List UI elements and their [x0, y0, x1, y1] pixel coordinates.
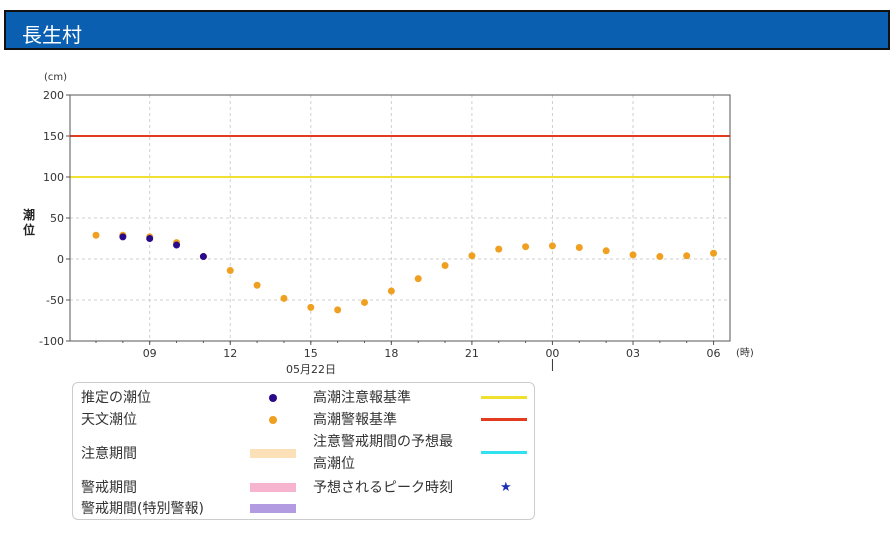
astronomical-tide-point	[307, 303, 315, 311]
x-tick-label: 21	[465, 347, 479, 360]
y-tick-label: 50	[50, 212, 64, 225]
legend-warning-symbol	[481, 418, 527, 421]
legend-special-warning-period-symbol	[250, 504, 296, 513]
y-tick-label: 0	[57, 253, 64, 266]
astronomical-tide-point	[548, 242, 556, 250]
legend-warning-period-label: 警戒期間	[81, 480, 137, 496]
y-tick-label: 100	[43, 171, 64, 184]
legend-special-warning-period-label: 警戒期間(特別警報)	[81, 501, 204, 517]
data-points	[92, 231, 718, 314]
legend-warning-period-symbol	[250, 483, 296, 492]
legend-caution-period-label: 注意期間	[81, 446, 137, 462]
y-tick-label: 150	[43, 130, 64, 143]
page-title: 長生村	[22, 23, 82, 47]
legend-advisory-symbol	[481, 396, 527, 399]
x-tick-label: 00	[545, 347, 559, 360]
astronomical-tide-point	[683, 252, 691, 260]
estimated-tide-point	[199, 253, 207, 261]
date-label: 05月22日	[286, 363, 336, 376]
astronomical-tide-point	[361, 298, 368, 306]
tide-chart: -100 -50 0 50 100 150 200 09 12 15 18 21 00 03 06 (cm)…	[23, 72, 754, 376]
astronomical-tide-point	[575, 244, 583, 252]
y-axis-label-char: 潮	[23, 207, 35, 222]
astronomical-tide-point	[280, 294, 288, 302]
legend-astronomical-symbol	[269, 416, 277, 424]
legend-max-forecast-label-1: 注意警戒期間の予想最	[313, 434, 453, 450]
legend-peak-time-label: 予想されるピーク時刻	[313, 480, 453, 496]
x-unit-label: (時)	[736, 347, 754, 359]
legend-advisory-label: 高潮注意報基準	[313, 390, 411, 406]
astronomical-tide-point	[495, 245, 503, 253]
astronomical-tide-point	[387, 287, 395, 295]
grid	[70, 95, 730, 341]
y-tick-label: -50	[46, 294, 64, 307]
x-tick-label: 03	[626, 347, 640, 360]
astronomical-tide-point	[629, 251, 637, 259]
x-tick-label: 15	[304, 347, 318, 360]
astronomical-tide-point	[92, 231, 100, 239]
astronomical-tide-point	[334, 306, 342, 314]
y-tick-label: -100	[39, 335, 64, 348]
y-unit-label: (cm)	[44, 72, 67, 83]
x-tick-label: 12	[223, 347, 237, 360]
y-axis-label: 潮位	[23, 207, 35, 237]
astronomical-tide-point	[656, 253, 664, 261]
astronomical-tide-point	[468, 252, 476, 260]
x-tick-label: 18	[384, 347, 398, 360]
estimated-tide-point	[119, 233, 127, 241]
astronomical-tide-point	[414, 275, 422, 283]
y-tick-label: 200	[43, 89, 64, 102]
legend-peak-time-icon: ★	[500, 480, 512, 495]
estimated-tide-point	[173, 241, 181, 249]
astronomical-tide-point	[253, 281, 261, 289]
legend-astronomical-label: 天文潮位	[81, 412, 137, 428]
title-bar: 長生村	[4, 10, 890, 50]
astronomical-tide-point	[710, 249, 718, 257]
x-tick-label: 09	[143, 347, 157, 360]
x-tick-label: 06	[707, 347, 721, 360]
legend-estimated-label: 推定の潮位	[81, 390, 151, 406]
estimated-tide-point	[146, 235, 154, 242]
astronomical-tide-point	[522, 243, 530, 251]
legend-max-forecast-symbol	[481, 451, 527, 454]
y-axis-label-char: 位	[23, 222, 35, 237]
legend-max-forecast-label-2: 高潮位	[313, 456, 355, 472]
astronomical-tide-point	[602, 247, 610, 255]
legend-estimated-symbol	[269, 394, 277, 402]
threshold-lines	[70, 135, 730, 178]
legend: 推定の潮位 高潮注意報基準 天文潮位 高潮警報基準 注意期間 注意警戒期間の予想…	[72, 382, 535, 520]
astronomical-tide-point	[441, 262, 449, 270]
astronomical-tide-point	[226, 266, 234, 274]
legend-warning-label: 高潮警報基準	[313, 412, 397, 428]
legend-caution-period-symbol	[250, 449, 296, 458]
axes: -100 -50 0 50 100 150 200 09 12 15 18 21 00 03 06	[39, 89, 731, 371]
